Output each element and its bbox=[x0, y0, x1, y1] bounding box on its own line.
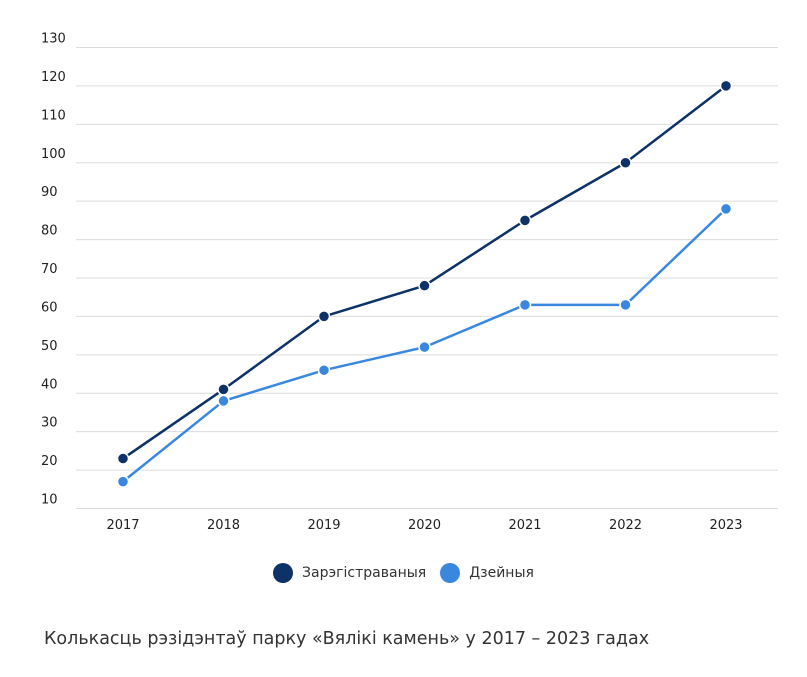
x-tick-label-2019: 2019 bbox=[307, 518, 340, 533]
y-tick-label-80: 80 bbox=[41, 224, 58, 239]
legend-marker-active bbox=[440, 563, 461, 583]
x-tick-label-2021: 2021 bbox=[508, 518, 541, 533]
data-point-0-2021 bbox=[518, 214, 532, 227]
y-tick-label-50: 50 bbox=[41, 339, 58, 354]
legend: Зарэгістраваныя Дзейныя bbox=[0, 563, 807, 583]
x-tick-label-2023: 2023 bbox=[709, 518, 742, 533]
data-point-1-2021 bbox=[518, 298, 532, 312]
y-axis-ticks: 10 20 30 40 50 60 70 80 90 100 110 120 130 bbox=[41, 32, 66, 508]
data-point-0-2019 bbox=[317, 310, 331, 323]
data-point-1-2017 bbox=[116, 475, 130, 488]
x-tick-label-2017: 2017 bbox=[106, 518, 139, 533]
data-point-1-2018 bbox=[217, 394, 230, 408]
y-tick-label-100: 100 bbox=[41, 147, 66, 162]
y-tick-label-60: 60 bbox=[41, 300, 58, 315]
x-tick-label-2022: 2022 bbox=[609, 518, 642, 533]
data-point-1-2019 bbox=[317, 363, 331, 377]
data-point-1-2020 bbox=[418, 340, 431, 354]
y-tick-label-40: 40 bbox=[41, 377, 58, 392]
x-tick-label-2018: 2018 bbox=[207, 518, 240, 533]
chart-caption: Колькасць рэзідэнтаў парку «Вялікі камен… bbox=[44, 629, 650, 649]
y-tick-label-70: 70 bbox=[41, 262, 58, 277]
series-lines bbox=[116, 79, 733, 488]
data-point-0-2023 bbox=[719, 79, 733, 93]
y-tick-label-90: 90 bbox=[41, 185, 58, 200]
y-tick-label-130: 130 bbox=[41, 32, 66, 47]
legend-marker-registered bbox=[273, 563, 294, 583]
y-tick-label-20: 20 bbox=[41, 454, 58, 469]
data-point-1-2023 bbox=[719, 202, 733, 216]
data-point-0-2017 bbox=[116, 452, 130, 465]
data-point-0-2020 bbox=[418, 279, 431, 292]
data-point-0-2018 bbox=[217, 383, 230, 396]
legend-label-registered: Зарэгістраваныя bbox=[302, 565, 427, 581]
data-point-0-2022 bbox=[619, 156, 632, 169]
y-tick-label-120: 120 bbox=[41, 70, 66, 85]
legend-item-active[interactable]: Дзейныя bbox=[440, 563, 534, 583]
legend-label-active: Дзейныя bbox=[469, 565, 534, 581]
grid-lines bbox=[76, 47, 778, 509]
x-axis-ticks: 2017 2018 2019 2020 2021 2022 2023 bbox=[106, 518, 742, 533]
y-tick-label-30: 30 bbox=[41, 416, 58, 431]
y-tick-label-110: 110 bbox=[41, 108, 66, 123]
y-tick-label-10: 10 bbox=[41, 493, 58, 508]
x-tick-label-2020: 2020 bbox=[408, 518, 441, 533]
data-point-1-2022 bbox=[619, 298, 632, 312]
series-line-0 bbox=[122, 84, 727, 460]
legend-item-registered[interactable]: Зарэгістраваныя bbox=[273, 563, 426, 583]
